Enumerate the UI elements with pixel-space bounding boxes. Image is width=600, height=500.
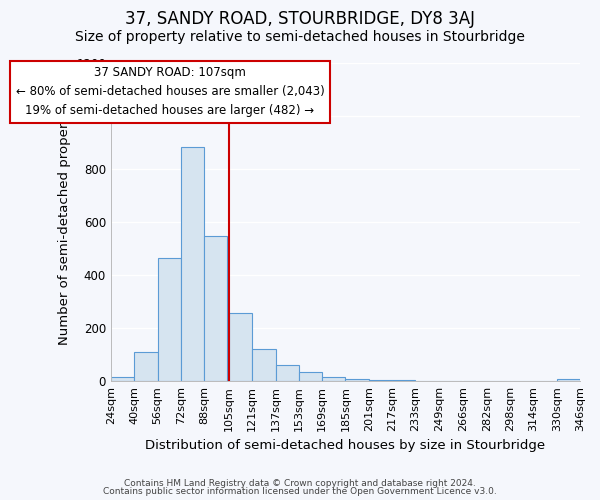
Text: Size of property relative to semi-detached houses in Stourbridge: Size of property relative to semi-detach… bbox=[75, 30, 525, 44]
Bar bbox=[346, 378, 369, 381]
Bar bbox=[252, 350, 275, 381]
Bar bbox=[204, 236, 227, 381]
Y-axis label: Number of semi-detached properties: Number of semi-detached properties bbox=[58, 98, 71, 345]
Bar bbox=[557, 378, 580, 381]
Text: 37, SANDY ROAD, STOURBRIDGE, DY8 3AJ: 37, SANDY ROAD, STOURBRIDGE, DY8 3AJ bbox=[125, 10, 475, 28]
Bar bbox=[229, 312, 252, 381]
Bar bbox=[111, 377, 134, 381]
Bar bbox=[158, 258, 181, 381]
Bar bbox=[275, 364, 299, 381]
Bar bbox=[322, 376, 346, 381]
Bar bbox=[181, 147, 204, 381]
Bar bbox=[392, 380, 415, 381]
Text: 37 SANDY ROAD: 107sqm
← 80% of semi-detached houses are smaller (2,043)
19% of s: 37 SANDY ROAD: 107sqm ← 80% of semi-deta… bbox=[16, 66, 324, 118]
Bar bbox=[134, 352, 158, 381]
Text: Contains public sector information licensed under the Open Government Licence v3: Contains public sector information licen… bbox=[103, 488, 497, 496]
X-axis label: Distribution of semi-detached houses by size in Stourbridge: Distribution of semi-detached houses by … bbox=[145, 440, 545, 452]
Bar bbox=[369, 380, 392, 381]
Text: Contains HM Land Registry data © Crown copyright and database right 2024.: Contains HM Land Registry data © Crown c… bbox=[124, 478, 476, 488]
Bar bbox=[299, 372, 322, 381]
